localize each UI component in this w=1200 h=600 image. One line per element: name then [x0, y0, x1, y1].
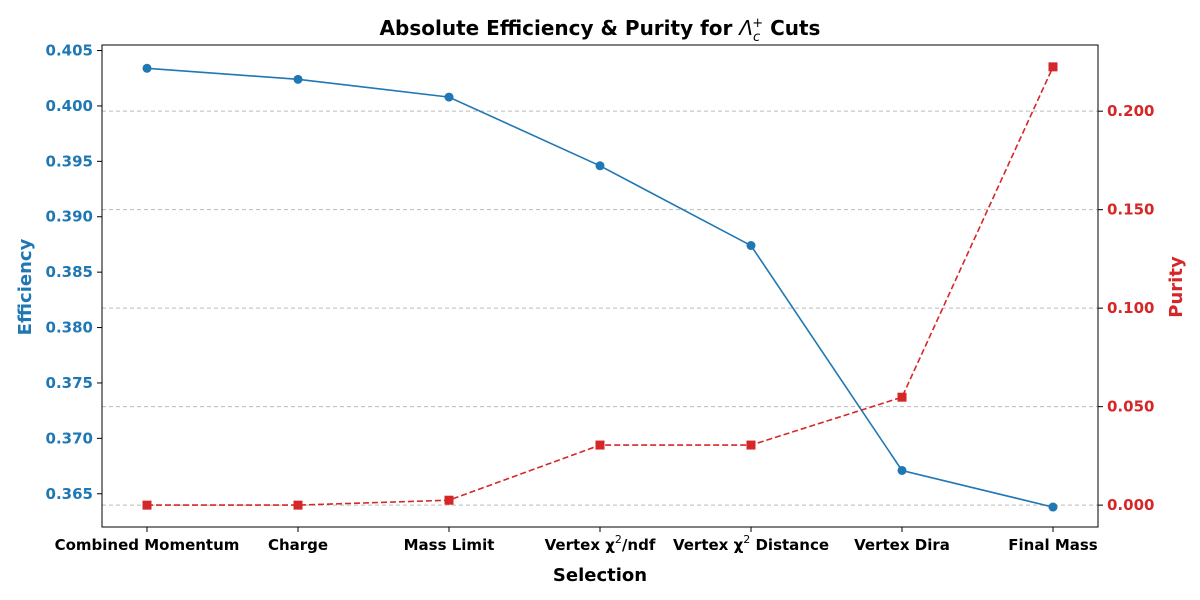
chart-title: Absolute Efficiency & Purity for Λc+ Cut…	[380, 16, 821, 45]
x-tick-label: Vertex χ2 Distance	[673, 533, 829, 554]
x-tick-label-part: Vertex χ	[545, 536, 616, 554]
efficiency-point	[746, 241, 756, 251]
chart-title-end: Cuts	[763, 16, 820, 40]
efficiency-axis: 0.365 0.370 0.375 0.380 0.385 0.390 0.395 0.400…	[46, 42, 102, 503]
purity-point	[293, 500, 303, 510]
x-tick-label-superscript: 2	[743, 533, 750, 546]
efficiency-point	[1048, 502, 1058, 512]
plot-frame	[101, 44, 1099, 528]
purity-point	[595, 440, 605, 450]
y-left-tick-label: 0.385	[46, 263, 93, 281]
y-left-tick-label: 0.400	[46, 97, 93, 115]
x-tick-label: Mass Limit	[404, 536, 495, 554]
purity-axis: 0.000 0.050 0.100 0.150 0.200	[1098, 102, 1154, 514]
plot-series	[142, 62, 1058, 512]
purity-point	[444, 495, 454, 505]
y-left-tick-label: 0.365	[46, 485, 93, 503]
chart-title-symbol: Λ	[737, 16, 753, 40]
y-right-tick-label: 0.200	[1107, 102, 1154, 120]
chart-title-subscript: c	[753, 30, 760, 45]
y-right-axis-label: Purity	[1166, 256, 1187, 318]
x-tick-label: Final Mass	[1008, 536, 1098, 554]
purity-line	[147, 66, 1054, 506]
efficiency-point	[293, 74, 303, 84]
x-tick-label-part: Vertex χ	[673, 536, 744, 554]
y-left-tick-label: 0.370	[46, 429, 93, 447]
efficiency-point	[595, 161, 605, 171]
x-tick-label-part: Mass Limit	[404, 536, 495, 554]
x-tick-label: Combined Momentum	[55, 536, 240, 554]
x-tick-label: Vertex Dira	[854, 536, 950, 554]
purity-point	[897, 392, 907, 402]
purity-point	[1048, 62, 1058, 72]
y-left-tick-label: 0.405	[46, 42, 93, 60]
x-tick-label-part: Distance	[750, 536, 829, 554]
x-tick-label-part: /ndf	[622, 536, 656, 554]
selection-axis: Combined Momentum Charge Mass Limit Vertex …	[55, 527, 1098, 554]
efficiency-point	[897, 465, 907, 475]
chart-title-main: Absolute Efficiency & Purity for	[380, 16, 740, 40]
x-axis-label: Selection	[553, 565, 647, 586]
efficiency-point	[142, 63, 152, 73]
y-right-tick-label: 0.050	[1107, 398, 1154, 416]
y-left-tick-label: 0.395	[46, 152, 93, 170]
y-left-tick-label: 0.380	[46, 319, 93, 337]
x-tick-label-part: Combined Momentum	[55, 536, 240, 554]
x-tick-label-part: Final Mass	[1008, 536, 1098, 554]
x-tick-label: Charge	[268, 536, 328, 554]
y-left-tick-label: 0.375	[46, 374, 93, 392]
purity-point	[746, 440, 756, 450]
y-left-axis-label: Efficiency	[15, 238, 36, 335]
x-tick-label-part: Vertex Dira	[854, 536, 950, 554]
chart-title-superscript: +	[752, 16, 763, 31]
x-tick-label-superscript: 2	[615, 533, 622, 546]
y-right-tick-label: 0.100	[1107, 299, 1154, 317]
grid-lines	[102, 110, 1098, 506]
y-right-tick-label: 0.150	[1107, 201, 1154, 219]
efficiency-point	[444, 92, 454, 102]
purity-point	[142, 500, 152, 510]
y-right-tick-label: 0.000	[1107, 496, 1154, 514]
y-left-tick-label: 0.390	[46, 208, 93, 226]
x-tick-label-part: Charge	[268, 536, 328, 554]
x-tick-label: Vertex χ2/ndf	[545, 533, 656, 554]
